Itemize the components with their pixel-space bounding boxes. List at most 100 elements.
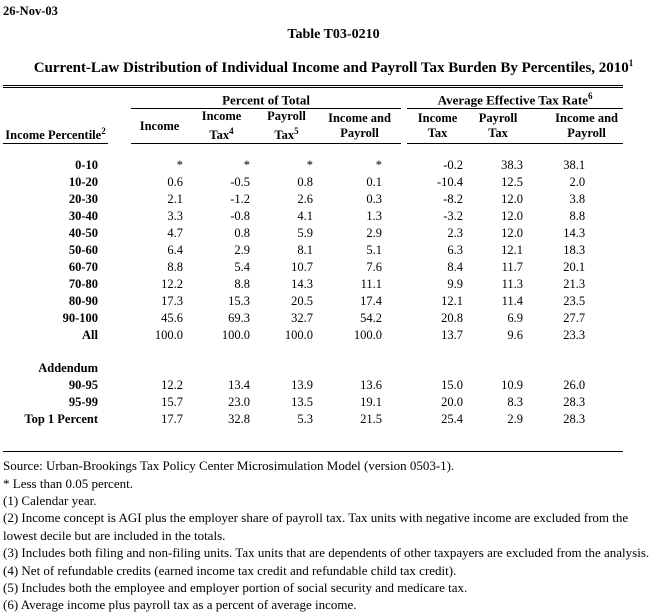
value-cell: 11.7 bbox=[501, 260, 524, 275]
value-cell: 12.1 bbox=[501, 243, 524, 258]
value-cell: 2.1 bbox=[167, 192, 183, 207]
value-cell: 9.9 bbox=[447, 277, 464, 292]
value-cell: 13.6 bbox=[360, 378, 383, 393]
row-label: 50-60 bbox=[68, 243, 98, 258]
value-cell: 12.0 bbox=[501, 192, 524, 207]
value-cell: 69.3 bbox=[228, 311, 250, 326]
value-cell: 15.7 bbox=[161, 395, 183, 410]
table-row: 50-60 6.4 2.9 8.1 5.1 6.3 12.1 18.3 bbox=[3, 242, 623, 259]
value-cell: 3.8 bbox=[569, 192, 586, 207]
section-gap-row bbox=[3, 344, 623, 360]
value-cell: 12.0 bbox=[501, 226, 524, 241]
row-label: 0-10 bbox=[75, 158, 98, 173]
value-cell: 13.4 bbox=[228, 378, 250, 393]
value-cell: 2.9 bbox=[234, 243, 250, 258]
value-cell: 21.3 bbox=[563, 277, 586, 292]
value-cell: 5.4 bbox=[234, 260, 250, 275]
group-footnote-marker: 6 bbox=[587, 90, 593, 101]
footnotes-section: Source: Urban-Brookings Tax Policy Cente… bbox=[3, 457, 665, 614]
row-label: 95-99 bbox=[68, 395, 98, 410]
value-cell: 26.0 bbox=[563, 378, 586, 393]
footnote: (2) Income concept is AGI plus the emplo… bbox=[3, 510, 629, 543]
footnote: (4) Net of refundable credits (earned in… bbox=[3, 562, 457, 578]
value-cell: 23.3 bbox=[563, 328, 586, 343]
title-text: Current-Law Distribution of Individual I… bbox=[33, 60, 629, 76]
addendum-row: 90-95 12.2 13.4 13.9 13.6 15.0 10.9 26.0 bbox=[3, 377, 623, 394]
value-cell: -3.2 bbox=[443, 209, 464, 224]
value-cell: * bbox=[375, 158, 383, 173]
value-cell: 100.0 bbox=[154, 328, 183, 343]
column-header: Income Tax bbox=[407, 108, 469, 145]
value-cell: 13.5 bbox=[291, 395, 313, 410]
value-cell: 0.6 bbox=[167, 175, 183, 190]
table-row: All 100.0 100.0 100.0 100.0 13.7 9.6 23.3 bbox=[3, 327, 623, 344]
value-cell: 17.4 bbox=[360, 294, 383, 309]
document-page: { "header": { "date": "26-Nov-03", "tabl… bbox=[3, 4, 664, 613]
value-cell: 12.5 bbox=[501, 175, 524, 190]
value-cell: 11.1 bbox=[360, 277, 383, 292]
value-cell: 12.0 bbox=[501, 209, 524, 224]
table-row: 70-80 12.2 8.8 14.3 11.1 9.9 11.3 21.3 bbox=[3, 276, 623, 293]
table-row: 60-70 8.8 5.4 10.7 7.6 8.4 11.7 20.1 bbox=[3, 259, 623, 276]
column-header: Income bbox=[131, 108, 188, 145]
group-label: Percent of Total bbox=[222, 92, 310, 107]
row-label: 30-40 bbox=[68, 209, 98, 224]
value-cell: 21.5 bbox=[360, 412, 383, 427]
column-header-row: Income Income Tax4 Payroll Tax5 Income and Pay… bbox=[3, 108, 624, 145]
value-cell: 8.8 bbox=[167, 260, 183, 275]
value-cell: 32.8 bbox=[228, 412, 250, 427]
value-cell: 45.6 bbox=[161, 311, 183, 326]
table-row: 30-40 3.3 -0.8 4.1 1.3 -3.2 12.0 8.8 bbox=[3, 208, 623, 225]
group-label: Average Effective Tax Rate bbox=[437, 92, 588, 107]
income-percentile-footnote-marker: 2 bbox=[101, 126, 106, 136]
value-cell: 7.6 bbox=[366, 260, 383, 275]
row-label: All bbox=[82, 328, 98, 343]
row-label: 70-80 bbox=[68, 277, 98, 292]
value-cell: 8.1 bbox=[297, 243, 313, 258]
value-cell: 23.0 bbox=[228, 395, 250, 410]
table-row: 90-100 45.6 69.3 32.7 54.2 20.8 6.9 27.7 bbox=[3, 310, 623, 327]
row-label: 20-30 bbox=[68, 192, 98, 207]
value-cell: 100.0 bbox=[221, 328, 250, 343]
column-header: Payroll Tax5 bbox=[255, 108, 318, 145]
footnote: Source: Urban-Brookings Tax Policy Cente… bbox=[3, 458, 455, 474]
value-cell: 20.1 bbox=[563, 260, 586, 275]
value-cell: 0.3 bbox=[366, 192, 383, 207]
group-header-percent-of-total: Percent of Total bbox=[131, 85, 402, 109]
value-cell: 4.1 bbox=[297, 209, 313, 224]
value-cell: 20.5 bbox=[291, 294, 313, 309]
title-footnote-marker: 1 bbox=[628, 58, 634, 68]
value-cell: 10.9 bbox=[501, 378, 524, 393]
income-percentile-header: Income Percentile2 bbox=[3, 84, 108, 145]
value-cell: 19.1 bbox=[360, 395, 383, 410]
value-cell: 0.1 bbox=[366, 175, 383, 190]
value-cell: 12.2 bbox=[161, 378, 183, 393]
value-cell: 8.8 bbox=[569, 209, 586, 224]
value-cell: 27.7 bbox=[563, 311, 586, 326]
value-cell: 11.4 bbox=[501, 294, 524, 309]
value-cell: -0.2 bbox=[443, 158, 464, 173]
value-cell: 8.3 bbox=[507, 395, 524, 410]
value-cell: 2.3 bbox=[447, 226, 464, 241]
table-body: 0-10 * * * * -0.2 38.3 38.1 10-20 0.6 -0.5 0.8 0.1 -1… bbox=[3, 144, 624, 453]
value-cell: 28.3 bbox=[563, 395, 586, 410]
value-cell: -8.2 bbox=[443, 192, 464, 207]
value-cell: 10.7 bbox=[291, 260, 313, 275]
value-cell: 18.3 bbox=[563, 243, 586, 258]
page-title: Current-Law Distribution of Individual I… bbox=[3, 54, 664, 77]
column-header: Income Tax4 bbox=[188, 108, 255, 145]
footnote: (5) Includes both the employee and emplo… bbox=[3, 580, 468, 595]
table-number: Table T03-0210 bbox=[287, 27, 380, 42]
value-cell: 17.7 bbox=[161, 412, 183, 427]
value-cell: 15.0 bbox=[441, 378, 464, 393]
value-cell: 20.0 bbox=[441, 395, 464, 410]
row-label: Top 1 Percent bbox=[24, 412, 98, 427]
value-cell: -0.8 bbox=[230, 209, 250, 224]
value-cell: 12.2 bbox=[161, 277, 183, 292]
value-cell: 32.7 bbox=[291, 311, 313, 326]
income-percentile-label: Income Percentile bbox=[5, 128, 102, 143]
table-row: 20-30 2.1 -1.2 2.6 0.3 -8.2 12.0 3.8 bbox=[3, 191, 623, 208]
group-header-avg-effective-tax-rate: Average Effective Tax Rate6 bbox=[407, 85, 624, 109]
value-cell: 2.9 bbox=[507, 412, 524, 427]
value-cell: 23.5 bbox=[563, 294, 586, 309]
